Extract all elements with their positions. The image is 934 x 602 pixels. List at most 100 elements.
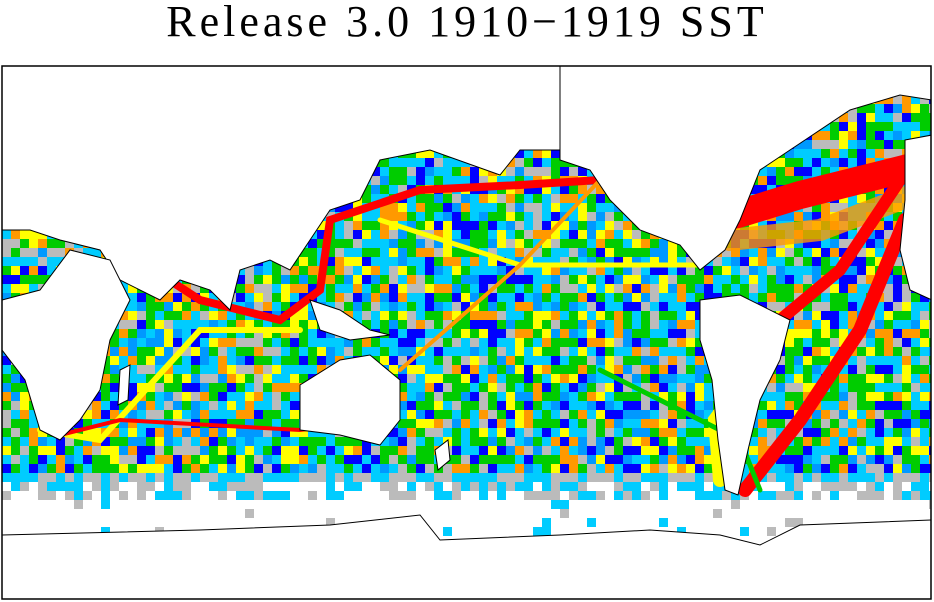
sst-cell: [605, 473, 614, 482]
sst-cell: [839, 455, 848, 464]
sst-cell: [308, 266, 317, 275]
sst-cell: [425, 149, 434, 158]
sst-cell: [605, 329, 614, 338]
sst-cell: [596, 212, 605, 221]
sst-cell: [515, 158, 524, 167]
sst-cell: [191, 383, 200, 392]
sst-cell: [101, 446, 110, 455]
sst-cell: [209, 410, 218, 419]
sst-cell: [830, 302, 839, 311]
sst-cell: [515, 212, 524, 221]
sst-cell: [434, 365, 443, 374]
sst-cell: [434, 176, 443, 185]
sst-cell: [425, 257, 434, 266]
sst-cell: [542, 491, 551, 500]
sst-cell: [353, 311, 362, 320]
sst-cell: [254, 419, 263, 428]
sst-cell: [839, 203, 848, 212]
sst-cell: [407, 212, 416, 221]
sst-cell: [596, 446, 605, 455]
sst-cell: [434, 275, 443, 284]
sst-cell: [731, 500, 740, 509]
sst-cell: [551, 248, 560, 257]
sst-cell: [551, 401, 560, 410]
sst-cell: [920, 491, 929, 500]
sst-cell: [857, 293, 866, 302]
sst-cell: [254, 428, 263, 437]
sst-cell: [200, 410, 209, 419]
sst-cell: [245, 428, 254, 437]
sst-cell: [857, 383, 866, 392]
sst-cell: [524, 329, 533, 338]
sst-cell: [398, 239, 407, 248]
sst-cell: [794, 518, 803, 527]
sst-cell: [101, 527, 110, 536]
sst-cell: [596, 239, 605, 248]
sst-cell: [344, 284, 353, 293]
sst-cell: [875, 410, 884, 419]
sst-cell: [677, 464, 686, 473]
sst-cell: [551, 257, 560, 266]
sst-cell: [470, 230, 479, 239]
sst-cell: [497, 356, 506, 365]
sst-cell: [794, 437, 803, 446]
sst-cell: [902, 365, 911, 374]
sst-cell: [857, 491, 866, 500]
sst-cell: [380, 275, 389, 284]
sst-cell: [587, 410, 596, 419]
sst-cell: [623, 473, 632, 482]
sst-cell: [686, 482, 695, 491]
sst-cell: [551, 356, 560, 365]
sst-cell: [218, 392, 227, 401]
sst-cell: [929, 437, 931, 446]
sst-cell: [389, 482, 398, 491]
sst-cell: [371, 257, 380, 266]
sst-cell: [389, 428, 398, 437]
sst-cell: [848, 464, 857, 473]
sst-cell: [488, 473, 497, 482]
sst-cell: [380, 230, 389, 239]
sst-cell: [101, 374, 110, 383]
sst-cell: [461, 347, 470, 356]
sst-cell: [740, 266, 749, 275]
sst-cell: [11, 230, 20, 239]
sst-cell: [506, 194, 515, 203]
sst-cell: [218, 365, 227, 374]
sst-cell: [353, 239, 362, 248]
sst-cell: [20, 437, 29, 446]
sst-cell: [785, 338, 794, 347]
sst-cell: [551, 203, 560, 212]
sst-cell: [524, 275, 533, 284]
sst-cell: [461, 284, 470, 293]
sst-cell: [83, 248, 92, 257]
sst-cell: [353, 446, 362, 455]
sst-cell: [272, 320, 281, 329]
sst-cell: [362, 320, 371, 329]
sst-cell: [434, 338, 443, 347]
sst-cell: [209, 347, 218, 356]
sst-cell: [389, 338, 398, 347]
sst-cell: [776, 464, 785, 473]
sst-cell: [425, 455, 434, 464]
sst-cell: [884, 293, 893, 302]
sst-cell: [578, 257, 587, 266]
sst-cell: [164, 320, 173, 329]
sst-cell: [623, 491, 632, 500]
sst-cell: [533, 185, 542, 194]
sst-cell: [704, 284, 713, 293]
sst-cell: [389, 275, 398, 284]
sst-cell: [362, 455, 371, 464]
sst-cell: [506, 419, 515, 428]
sst-cell: [236, 428, 245, 437]
sst-cell: [866, 374, 875, 383]
sst-cell: [587, 419, 596, 428]
sst-cell: [848, 140, 857, 149]
sst-cell: [416, 410, 425, 419]
sst-cell: [407, 203, 416, 212]
sst-cell: [470, 464, 479, 473]
sst-cell: [551, 446, 560, 455]
sst-cell: [524, 230, 533, 239]
sst-cell: [416, 257, 425, 266]
sst-cell: [686, 383, 695, 392]
